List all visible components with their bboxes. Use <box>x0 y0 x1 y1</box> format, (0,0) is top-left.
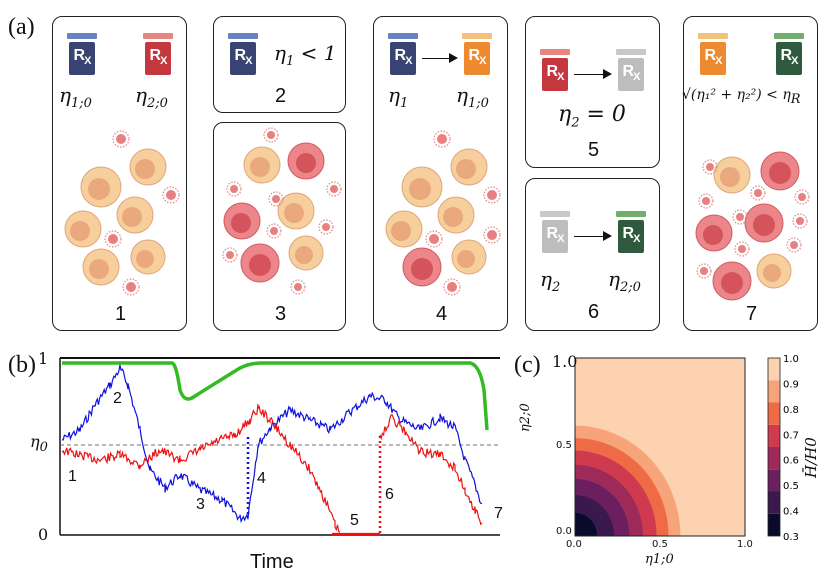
contour-level <box>575 512 598 536</box>
arrow-icon <box>574 231 612 241</box>
heatmap-ylabel: η2;0 <box>518 403 533 432</box>
box-number: 6 <box>587 301 600 323</box>
eta-condition: η1 < 1 <box>274 41 337 69</box>
rx-blue-icon: RX <box>388 33 418 75</box>
heatmap-ytick-low: 0.0 <box>556 526 572 537</box>
box-number: 1 <box>114 303 127 325</box>
annotation-1: 1 <box>68 468 77 485</box>
ytick-eta0: η0 <box>30 432 48 456</box>
box-6: RX RX η2 η2;0 6 <box>525 178 660 331</box>
heatmap-ytick-mid: 0.5 <box>556 440 572 451</box>
blue-line <box>62 364 483 524</box>
colorbar-segment <box>768 358 780 381</box>
panel-label-c: (c) <box>514 352 541 378</box>
rx-orange-icon: RX <box>462 33 492 75</box>
eta-2-0-label: η2;0 <box>608 267 641 295</box>
colorbar-tick: 0.3 <box>783 532 799 543</box>
heatmap-xtick-low: 0.0 <box>566 539 582 550</box>
colorbar-tick: 0.7 <box>783 430 799 441</box>
box-7: RX RX √(η₁² + η₂²) < ηR 7 <box>682 16 818 331</box>
eta-condition: √(η₁² + η₂²) < ηR <box>682 87 801 107</box>
eta-1-label: η1 <box>388 83 409 111</box>
annotation-7: 7 <box>494 505 503 522</box>
heatmap-xtick-high: 1.0 <box>737 539 753 550</box>
colorbar-segment <box>768 447 780 470</box>
colorbar-tick: 1.0 <box>783 354 799 365</box>
rx-green-icon: RX <box>616 211 646 253</box>
heatmap-xtick-mid: 0.5 <box>652 539 668 550</box>
rx-gray-icon: RX <box>540 211 570 253</box>
box-number: 4 <box>435 303 448 325</box>
colorbar-tick: 0.9 <box>783 379 799 390</box>
box-3: 3 <box>213 122 346 331</box>
ytick-0: 0 <box>38 525 49 544</box>
box-2: RX η1 < 1 2 <box>213 16 346 113</box>
rx-green-icon: RX <box>774 33 804 75</box>
heatmap-xlabel: η1;0 <box>645 552 674 567</box>
colorbar-tick: 0.4 <box>783 507 799 518</box>
annotation-5: 5 <box>350 512 359 529</box>
arrow-icon <box>574 69 612 79</box>
colorbar-tick: 0.6 <box>783 456 799 467</box>
annotation-3: 3 <box>196 496 205 513</box>
box-5: RX RX η2 = 0 5 <box>525 16 660 168</box>
heatmap-frame <box>574 357 746 537</box>
virus-particles <box>108 134 176 292</box>
rx-red-icon: RX <box>540 49 570 91</box>
box-number: 5 <box>587 139 600 161</box>
rx-red-icon: RX <box>143 33 173 75</box>
eta-1-0-label: η1;0 <box>59 83 92 111</box>
cell-cluster-infected <box>695 151 810 301</box>
cell-cluster-healing <box>385 130 501 296</box>
cell-cluster-healthy <box>64 130 180 296</box>
green-line <box>62 361 489 431</box>
heatmap-ytick: 1.0 <box>552 352 578 371</box>
eta-2-label: η2 <box>540 267 561 295</box>
colorbar-segment <box>768 513 780 536</box>
rx-orange-icon: RX <box>698 33 728 75</box>
colorbar-segment <box>768 402 780 425</box>
arrow-icon <box>422 53 458 63</box>
rx-gray-icon: RX <box>616 49 646 91</box>
colorbar-frame <box>767 357 781 537</box>
x-axis-label: Time <box>250 551 294 573</box>
colorbar-segment <box>768 469 780 492</box>
colorbar-label: H̄/H0 <box>802 437 820 478</box>
rx-blue-icon: RX <box>228 33 258 75</box>
rx-blue-icon: RX <box>67 33 97 75</box>
red-line <box>61 404 483 533</box>
colorbar-tick: 0.8 <box>783 405 799 416</box>
annotation-6: 6 <box>385 486 394 503</box>
annotation-2: 2 <box>113 390 122 407</box>
annotation-4: 4 <box>257 470 266 487</box>
eta-condition: η2 = 0 <box>558 102 626 131</box>
box-number: 7 <box>745 303 758 325</box>
ytick-1: 1 <box>38 349 49 368</box>
box-number: 3 <box>274 303 287 325</box>
colorbar-segment <box>768 491 780 514</box>
colorbar-tick: 0.5 <box>783 481 799 492</box>
panel-label-a: (a) <box>8 14 35 40</box>
eta-1-0-label: η1;0 <box>456 83 489 111</box>
colorbar-segment <box>768 380 780 403</box>
eta-2-0-label: η2;0 <box>135 83 168 111</box>
box-1: RX RX η1;0 η2;0 1 <box>52 16 187 331</box>
panel-label-b: (b) <box>8 352 36 378</box>
box-number: 2 <box>274 85 287 107</box>
box-4: RX RX η1 η1;0 4 <box>373 16 508 331</box>
cell-cluster-mixed <box>222 127 342 295</box>
colorbar-segment <box>768 424 780 447</box>
